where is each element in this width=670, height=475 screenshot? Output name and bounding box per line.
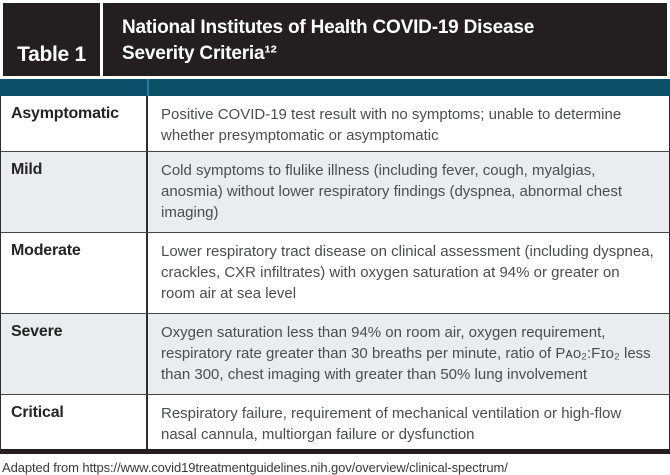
- teal-column-divider: [147, 79, 149, 96]
- term-cell: Mild: [1, 152, 148, 232]
- description-cell: Oxygen saturation less than 94% on room …: [161, 324, 651, 383]
- description-cell: Positive COVID-19 test result with no sy…: [161, 106, 622, 144]
- description-cell: Respiratory failure, requirement of mech…: [161, 405, 622, 443]
- teal-accent-bar: [0, 79, 670, 96]
- table-row-moderate: Moderate Lower respiratory tract disease…: [1, 232, 669, 313]
- table-row-mild: Mild Cold symptoms to flulike illness (i…: [1, 151, 669, 232]
- page-title: National Institutes of Health COVID-19 D…: [103, 3, 667, 76]
- term-cell: Critical: [1, 395, 148, 449]
- table-row-critical: Critical Respiratory failure, requiremen…: [1, 394, 669, 449]
- table-number-label: Table 1: [17, 43, 86, 66]
- description-cell: Lower respiratory tract disease on clini…: [161, 243, 654, 302]
- table-header: Table 1 National Institutes of Health CO…: [0, 0, 670, 76]
- term-cell: Asymptomatic: [1, 96, 148, 151]
- term-cell: Moderate: [1, 233, 148, 313]
- page-title-line1: National Institutes of Health COVID-19 D…: [122, 17, 535, 38]
- page-title-line2: Severity Criteria¹²: [122, 43, 277, 64]
- table-header-band: Table 1 National Institutes of Health CO…: [3, 3, 667, 76]
- term-cell: Severe: [1, 314, 148, 394]
- table-row-asymptomatic: Asymptomatic Positive COVID-19 test resu…: [1, 96, 669, 151]
- table-row-severe: Severe Oxygen saturation less than 94% o…: [1, 313, 669, 394]
- description-cell: Cold symptoms to flulike illness (includ…: [161, 162, 623, 221]
- severity-table: Asymptomatic Positive COVID-19 test resu…: [0, 96, 670, 454]
- header-divider: [100, 3, 103, 76]
- source-note: Adapted from https://www.covid19treatmen…: [2, 460, 508, 475]
